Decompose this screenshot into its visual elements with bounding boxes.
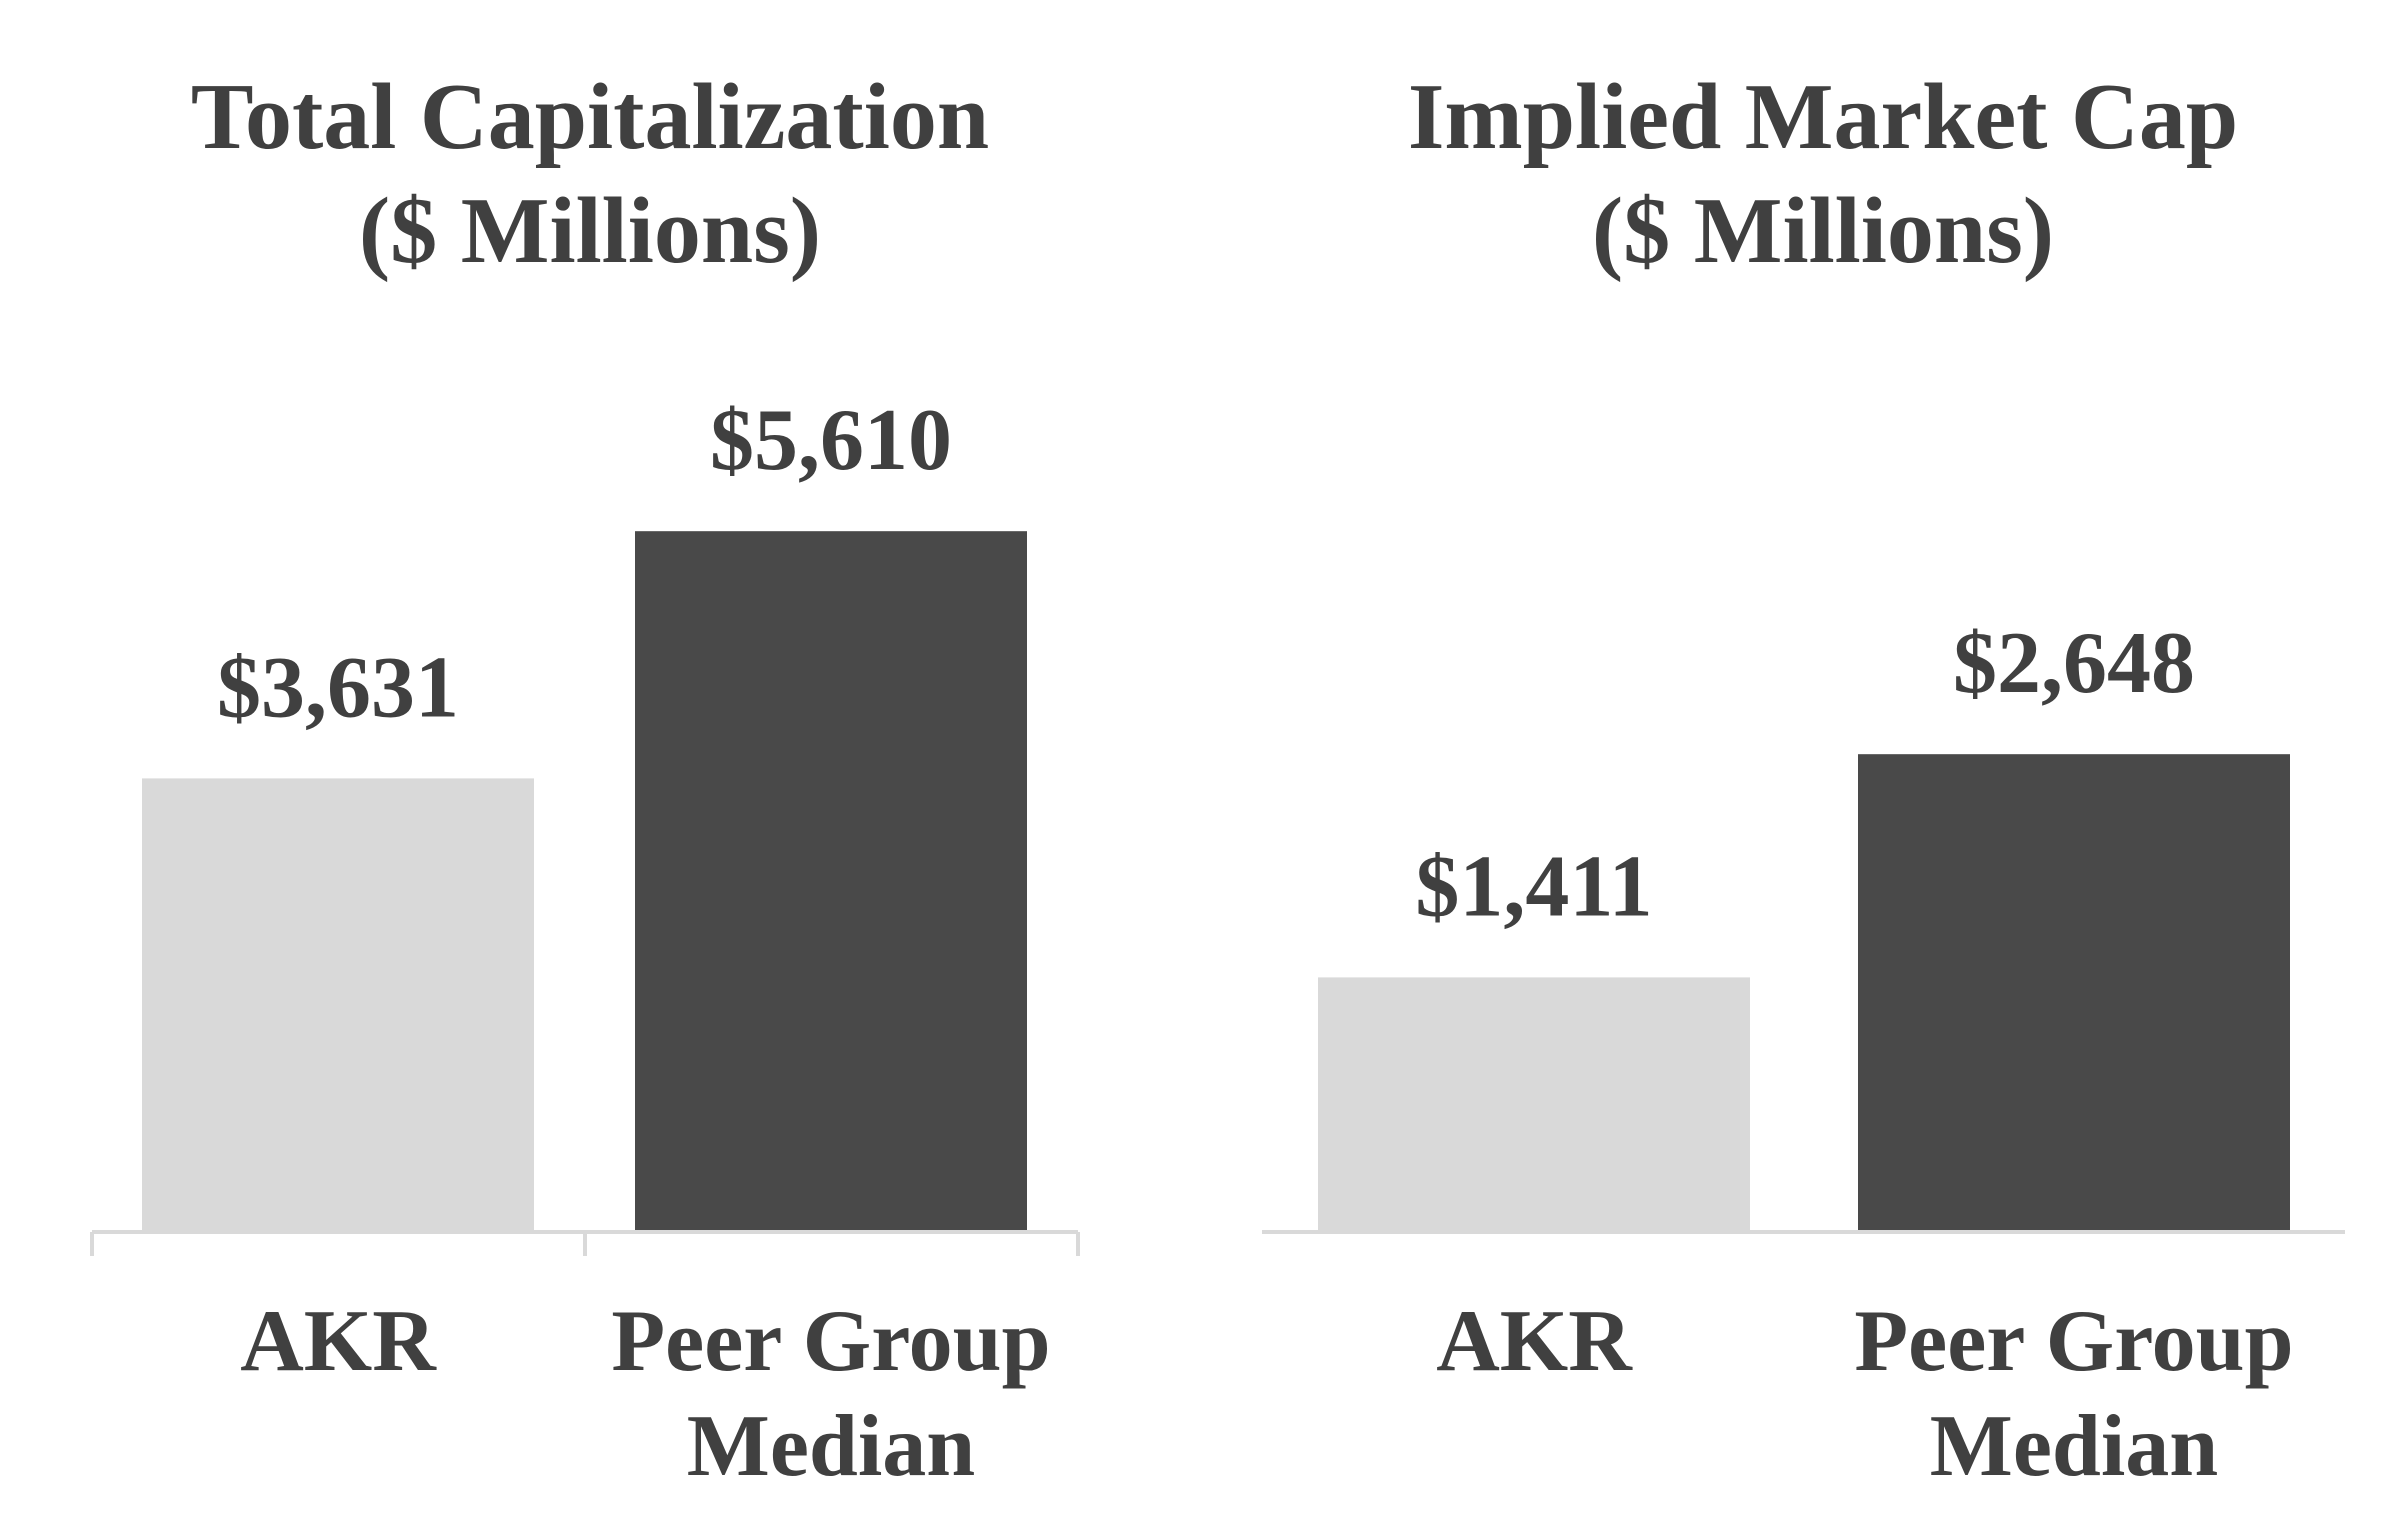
category-label: Median [1930,1398,2218,1495]
chart-title: Total Capitalization [191,65,989,169]
chart-total-capitalization: Total Capitalization ($ Millions) $3,631… [90,65,1080,1495]
category-label: AKR [1436,1293,1633,1390]
chart-subtitle: ($ Millions) [359,179,821,283]
data-label: $3,631 [217,639,459,736]
bar-akr [1318,977,1750,1232]
data-label: $5,610 [710,392,952,489]
chart-subtitle: ($ Millions) [1592,179,2054,283]
bar-akr [142,778,534,1232]
category-label: Peer Group [1854,1293,2293,1390]
chart-implied-market-cap: Implied Market Cap ($ Millions) $1,411 AK… [1262,65,2345,1495]
category-label: Median [687,1398,975,1495]
category-label: Peer Group [611,1293,1050,1390]
bar-peer-group-median [1858,754,2290,1232]
data-label: $1,411 [1415,838,1652,935]
category-label: AKR [240,1293,437,1390]
data-label: $2,648 [1953,615,2195,712]
bar-peer-group-median [635,531,1027,1232]
chart-title: Implied Market Cap [1408,65,2238,169]
